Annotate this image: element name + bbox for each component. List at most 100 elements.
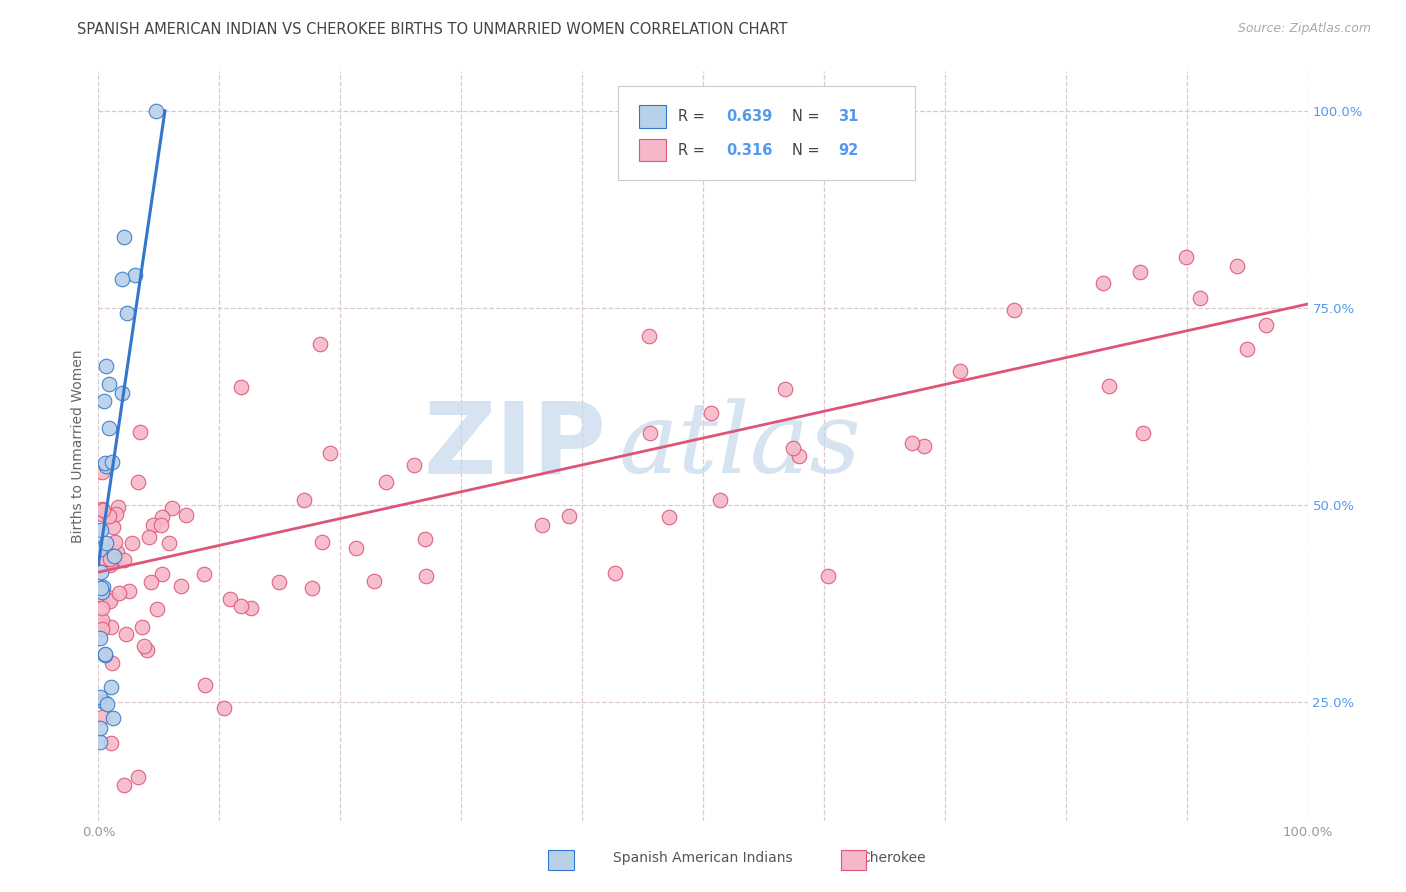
Point xyxy=(101,454,124,468)
Point xyxy=(89,690,111,704)
Point xyxy=(90,585,112,599)
FancyBboxPatch shape xyxy=(638,139,665,161)
Text: 31: 31 xyxy=(838,109,859,124)
Point xyxy=(91,502,114,516)
Point xyxy=(100,736,122,750)
Point xyxy=(94,457,117,471)
Point xyxy=(89,735,111,749)
Point xyxy=(193,567,215,582)
Point xyxy=(150,517,173,532)
Point xyxy=(112,230,135,244)
Text: SPANISH AMERICAN INDIAN VS CHEROKEE BIRTHS TO UNMARRIED WOMEN CORRELATION CHART: SPANISH AMERICAN INDIAN VS CHEROKEE BIRT… xyxy=(77,22,787,37)
Point xyxy=(105,545,128,559)
Point xyxy=(267,574,290,589)
Point xyxy=(160,500,183,515)
FancyBboxPatch shape xyxy=(619,87,915,180)
Point xyxy=(1097,379,1119,393)
Point xyxy=(229,599,252,613)
Point xyxy=(1174,250,1197,264)
Point xyxy=(90,582,112,596)
Point xyxy=(105,507,128,521)
Point xyxy=(558,508,581,523)
Point xyxy=(363,574,385,588)
Point xyxy=(948,364,970,378)
Point xyxy=(112,778,135,792)
Point xyxy=(132,639,155,653)
Point xyxy=(93,695,115,709)
Text: 92: 92 xyxy=(838,143,859,158)
Point xyxy=(96,698,118,712)
Point xyxy=(219,591,242,606)
Point xyxy=(91,588,114,602)
Point xyxy=(104,552,127,566)
Point xyxy=(94,535,117,549)
Point xyxy=(94,359,117,374)
Point xyxy=(98,591,121,605)
Point xyxy=(91,507,114,521)
Point xyxy=(97,508,120,523)
Point xyxy=(1002,303,1025,318)
Point xyxy=(530,517,553,532)
Y-axis label: Births to Unmarried Women: Births to Unmarried Women xyxy=(72,350,86,542)
Point xyxy=(94,458,117,473)
Point xyxy=(145,601,167,615)
Point xyxy=(415,568,437,582)
Point xyxy=(100,620,122,634)
Point xyxy=(103,549,125,563)
Text: Source: ZipAtlas.com: Source: ZipAtlas.com xyxy=(1237,22,1371,36)
Text: atlas: atlas xyxy=(619,399,860,493)
Point xyxy=(111,271,134,285)
Point xyxy=(170,579,193,593)
Point xyxy=(131,619,153,633)
Point xyxy=(145,103,167,118)
Point xyxy=(1092,276,1115,290)
Point xyxy=(100,593,122,607)
Point xyxy=(91,622,114,636)
Point xyxy=(1236,342,1258,356)
Point xyxy=(214,701,236,715)
Point xyxy=(103,520,125,534)
Point xyxy=(787,450,810,464)
Point xyxy=(308,337,330,351)
Point xyxy=(374,475,396,489)
Point xyxy=(773,382,796,396)
Point xyxy=(91,503,114,517)
Point xyxy=(782,442,804,456)
Point xyxy=(121,536,143,550)
Point xyxy=(100,680,122,694)
Point xyxy=(104,535,127,549)
Point xyxy=(709,493,731,508)
Point xyxy=(90,523,112,537)
Point xyxy=(91,601,114,615)
Point xyxy=(127,475,149,489)
Point xyxy=(157,535,180,549)
Point xyxy=(91,710,114,724)
Point xyxy=(402,458,425,472)
Point xyxy=(1129,265,1152,279)
Point xyxy=(91,580,114,594)
Point xyxy=(117,305,139,319)
Point xyxy=(94,648,117,662)
Point xyxy=(1226,259,1249,273)
Text: R =: R = xyxy=(678,143,709,158)
Text: N =: N = xyxy=(793,143,825,158)
Point xyxy=(318,446,340,460)
Point xyxy=(311,535,333,549)
Point xyxy=(301,581,323,595)
Text: ZIP: ZIP xyxy=(423,398,606,494)
Text: 0.316: 0.316 xyxy=(725,143,772,158)
Point xyxy=(231,379,253,393)
Point xyxy=(90,566,112,580)
Point xyxy=(117,584,139,599)
Point xyxy=(93,393,115,408)
Text: R =: R = xyxy=(678,109,709,124)
Point xyxy=(138,530,160,544)
Point xyxy=(107,586,129,600)
Point xyxy=(91,613,114,627)
Point xyxy=(142,518,165,533)
Point xyxy=(101,711,124,725)
Point xyxy=(101,656,124,670)
Point xyxy=(93,552,115,566)
Point xyxy=(292,493,315,508)
Text: N =: N = xyxy=(793,109,825,124)
